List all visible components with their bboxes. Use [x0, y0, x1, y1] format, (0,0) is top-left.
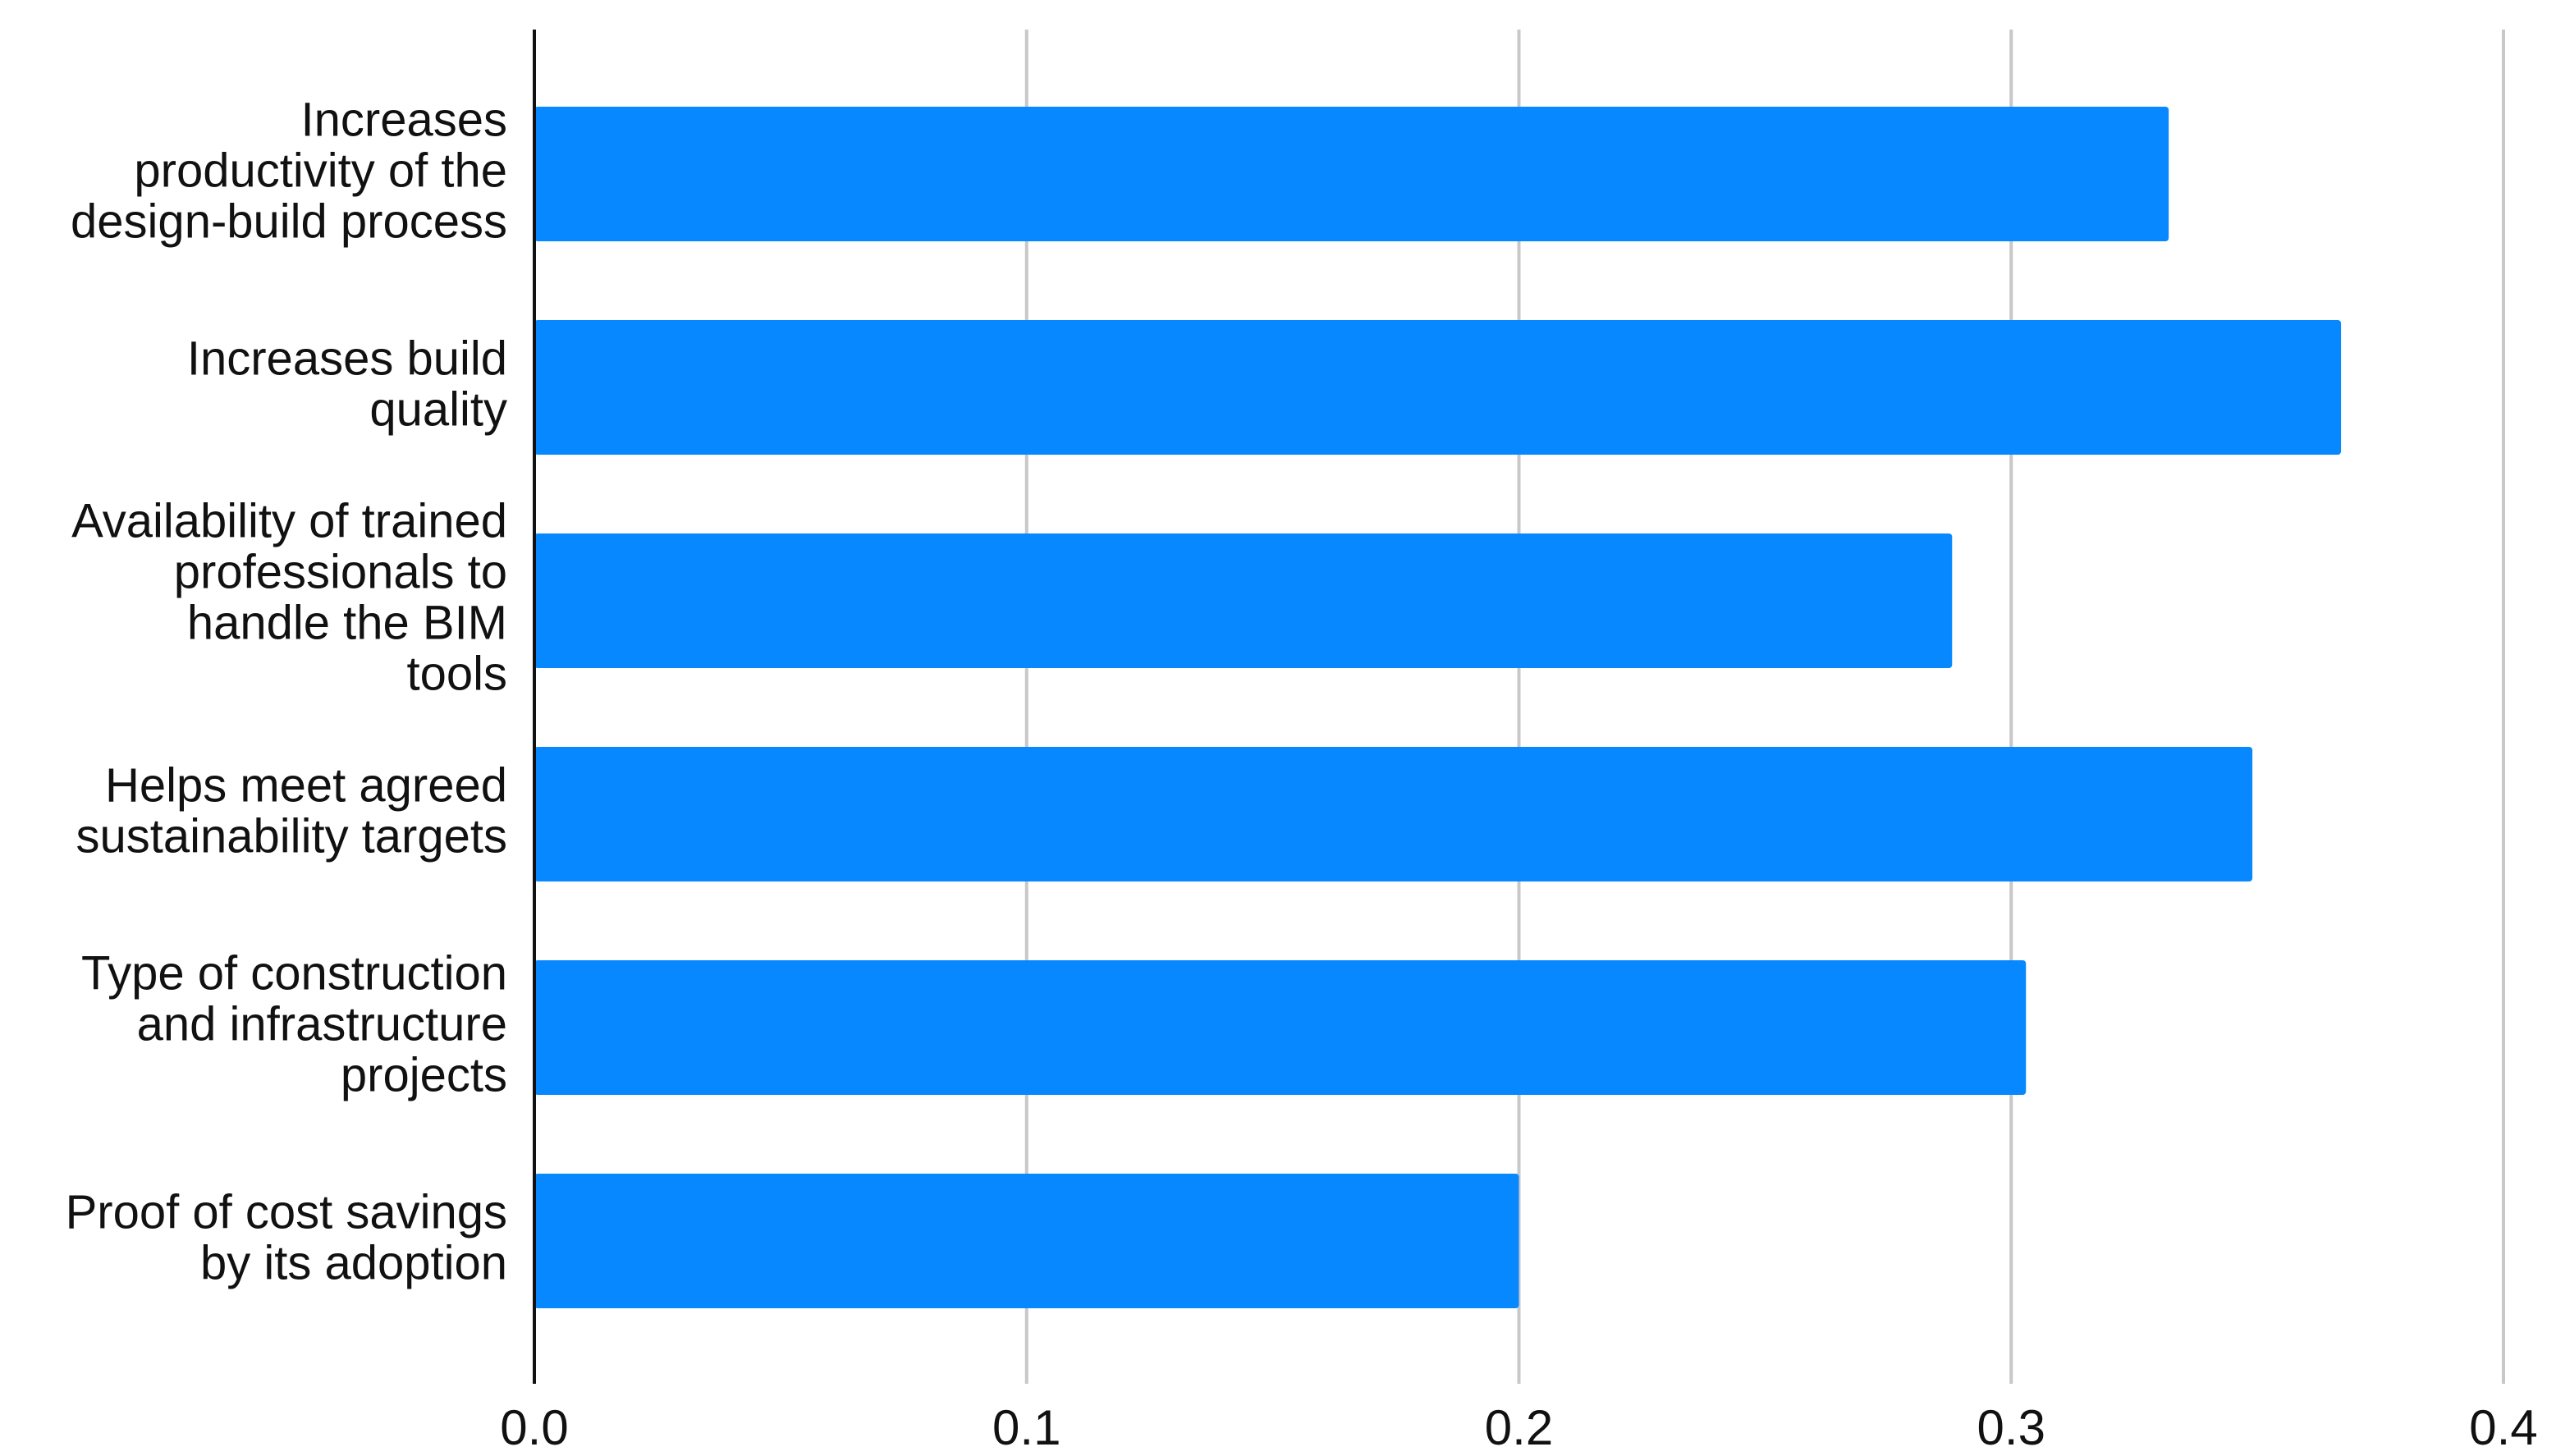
y-tick-label: tools: [406, 647, 507, 700]
y-tick-label: Helps meet agreed: [105, 758, 507, 812]
bar: [534, 1174, 1519, 1308]
bar: [534, 107, 2169, 241]
y-tick-label: projects: [341, 1048, 507, 1101]
x-tick-label: 0.0: [500, 1400, 568, 1455]
y-tick-label: and infrastructure: [137, 997, 507, 1051]
y-tick-label: handle the BIM: [187, 596, 507, 649]
y-tick-label: professionals to: [174, 545, 507, 598]
bar: [534, 533, 1953, 668]
y-tick-label: sustainability targets: [76, 809, 507, 863]
y-tick-label: design-build process: [71, 195, 507, 248]
y-tick-label: Proof of cost savings: [66, 1185, 507, 1239]
bar: [534, 960, 2027, 1095]
y-tick-label: Availability of trained: [71, 494, 507, 547]
y-tick-label: quality: [369, 382, 507, 436]
x-tick-label: 0.4: [2469, 1400, 2537, 1455]
x-tick-label: 0.1: [992, 1400, 1060, 1455]
bar: [534, 320, 2342, 455]
y-tick-label: Increases: [301, 93, 507, 146]
y-tick-label: Increases build: [187, 332, 507, 385]
y-tick-label: Type of construction: [81, 946, 507, 1000]
x-tick-label: 0.3: [1977, 1400, 2045, 1455]
x-tick-label: 0.2: [1485, 1400, 1553, 1455]
bar: [534, 747, 2253, 881]
y-tick-label: by its adoption: [200, 1236, 507, 1289]
y-tick-label: productivity of the: [134, 144, 507, 197]
